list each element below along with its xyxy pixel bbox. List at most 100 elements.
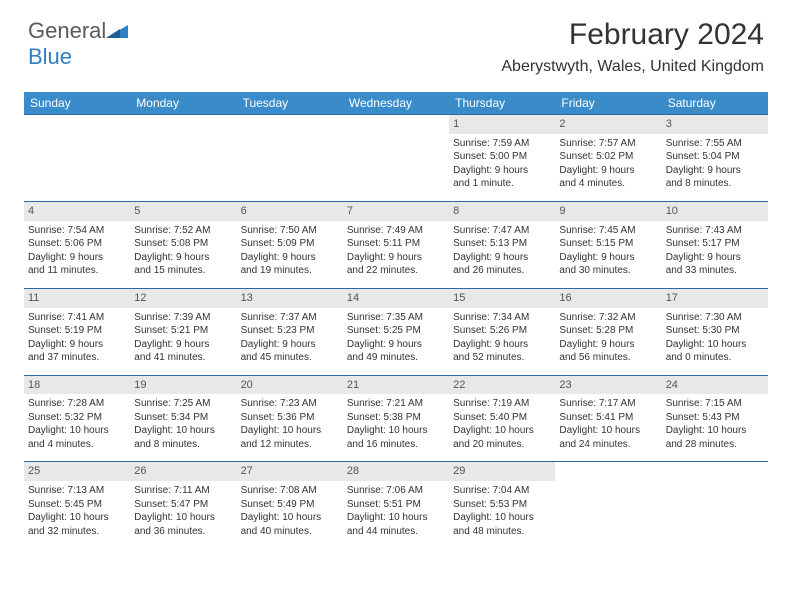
day-line-sr: Sunrise: 7:17 AM: [559, 397, 657, 411]
day-number: [555, 462, 661, 481]
day-line-dl1: Daylight: 10 hours: [666, 338, 764, 352]
day-cell: 27Sunrise: 7:08 AMSunset: 5:49 PMDayligh…: [237, 462, 343, 548]
day-line-dl2: and 36 minutes.: [134, 525, 232, 539]
day-line-dl2: and 4 minutes.: [559, 177, 657, 191]
day-line-dl2: and 15 minutes.: [134, 264, 232, 278]
day-line-ss: Sunset: 5:51 PM: [347, 498, 445, 512]
day-number: [130, 115, 236, 134]
empty-cell: [343, 115, 449, 202]
day-body: Sunrise: 7:25 AMSunset: 5:34 PMDaylight:…: [130, 394, 236, 461]
day-number: 19: [130, 376, 236, 395]
day-line-dl2: and 49 minutes.: [347, 351, 445, 365]
day-cell: 15Sunrise: 7:34 AMSunset: 5:26 PMDayligh…: [449, 288, 555, 375]
day-line-dl2: and 19 minutes.: [241, 264, 339, 278]
day-line-ss: Sunset: 5:09 PM: [241, 237, 339, 251]
day-line-dl1: Daylight: 9 hours: [28, 251, 126, 265]
day-line-dl2: and 16 minutes.: [347, 438, 445, 452]
day-line-dl1: Daylight: 9 hours: [666, 164, 764, 178]
day-line-dl1: Daylight: 9 hours: [134, 251, 232, 265]
day-line-dl1: Daylight: 9 hours: [666, 251, 764, 265]
day-cell: 29Sunrise: 7:04 AMSunset: 5:53 PMDayligh…: [449, 462, 555, 548]
day-number: [662, 462, 768, 481]
day-cell: 18Sunrise: 7:28 AMSunset: 5:32 PMDayligh…: [24, 375, 130, 462]
day-body: Sunrise: 7:35 AMSunset: 5:25 PMDaylight:…: [343, 308, 449, 375]
day-line-sr: Sunrise: 7:11 AM: [134, 484, 232, 498]
day-line-dl1: Daylight: 9 hours: [559, 338, 657, 352]
day-number: 2: [555, 115, 661, 134]
day-line-ss: Sunset: 5:08 PM: [134, 237, 232, 251]
day-line-dl2: and 11 minutes.: [28, 264, 126, 278]
day-body: Sunrise: 7:28 AMSunset: 5:32 PMDaylight:…: [24, 394, 130, 461]
brand-suffix: Blue: [28, 44, 72, 69]
day-line-sr: Sunrise: 7:21 AM: [347, 397, 445, 411]
day-line-dl1: Daylight: 9 hours: [241, 251, 339, 265]
day-line-ss: Sunset: 5:36 PM: [241, 411, 339, 425]
day-line-ss: Sunset: 5:45 PM: [28, 498, 126, 512]
day-line-ss: Sunset: 5:15 PM: [559, 237, 657, 251]
day-body: Sunrise: 7:13 AMSunset: 5:45 PMDaylight:…: [24, 481, 130, 548]
day-line-sr: Sunrise: 7:34 AM: [453, 311, 551, 325]
day-number: 8: [449, 202, 555, 221]
day-line-sr: Sunrise: 7:19 AM: [453, 397, 551, 411]
calendar-table: SundayMondayTuesdayWednesdayThursdayFrid…: [24, 92, 768, 548]
day-body: Sunrise: 7:15 AMSunset: 5:43 PMDaylight:…: [662, 394, 768, 461]
day-line-sr: Sunrise: 7:57 AM: [559, 137, 657, 151]
day-line-dl1: Daylight: 10 hours: [453, 511, 551, 525]
day-number: 16: [555, 289, 661, 308]
day-line-sr: Sunrise: 7:41 AM: [28, 311, 126, 325]
day-line-sr: Sunrise: 7:50 AM: [241, 224, 339, 238]
day-line-dl1: Daylight: 10 hours: [28, 424, 126, 438]
day-line-ss: Sunset: 5:02 PM: [559, 150, 657, 164]
day-number: 17: [662, 289, 768, 308]
day-line-dl2: and 30 minutes.: [559, 264, 657, 278]
day-number: [343, 115, 449, 134]
day-cell: 14Sunrise: 7:35 AMSunset: 5:25 PMDayligh…: [343, 288, 449, 375]
day-number: [237, 115, 343, 134]
day-body: Sunrise: 7:57 AMSunset: 5:02 PMDaylight:…: [555, 134, 661, 201]
day-line-sr: Sunrise: 7:13 AM: [28, 484, 126, 498]
location-label: Aberystwyth, Wales, United Kingdom: [501, 58, 764, 76]
day-line-ss: Sunset: 5:04 PM: [666, 150, 764, 164]
day-cell: 24Sunrise: 7:15 AMSunset: 5:43 PMDayligh…: [662, 375, 768, 462]
day-line-ss: Sunset: 5:19 PM: [28, 324, 126, 338]
day-cell: 6Sunrise: 7:50 AMSunset: 5:09 PMDaylight…: [237, 201, 343, 288]
day-line-dl1: Daylight: 10 hours: [559, 424, 657, 438]
day-number: 4: [24, 202, 130, 221]
dow-wednesday: Wednesday: [343, 92, 449, 115]
day-body: Sunrise: 7:41 AMSunset: 5:19 PMDaylight:…: [24, 308, 130, 375]
empty-cell: [130, 115, 236, 202]
day-number: 29: [449, 462, 555, 481]
day-line-sr: Sunrise: 7:15 AM: [666, 397, 764, 411]
day-body: Sunrise: 7:34 AMSunset: 5:26 PMDaylight:…: [449, 308, 555, 375]
day-cell: 10Sunrise: 7:43 AMSunset: 5:17 PMDayligh…: [662, 201, 768, 288]
day-line-dl1: Daylight: 10 hours: [241, 424, 339, 438]
day-cell: 7Sunrise: 7:49 AMSunset: 5:11 PMDaylight…: [343, 201, 449, 288]
dow-row: SundayMondayTuesdayWednesdayThursdayFrid…: [24, 92, 768, 115]
day-line-ss: Sunset: 5:53 PM: [453, 498, 551, 512]
day-line-dl1: Daylight: 9 hours: [28, 338, 126, 352]
day-line-sr: Sunrise: 7:37 AM: [241, 311, 339, 325]
day-line-dl1: Daylight: 10 hours: [347, 424, 445, 438]
week-row: 4Sunrise: 7:54 AMSunset: 5:06 PMDaylight…: [24, 201, 768, 288]
day-line-sr: Sunrise: 7:59 AM: [453, 137, 551, 151]
day-line-dl2: and 40 minutes.: [241, 525, 339, 539]
day-cell: 1Sunrise: 7:59 AMSunset: 5:00 PMDaylight…: [449, 115, 555, 202]
dow-sunday: Sunday: [24, 92, 130, 115]
day-number: 15: [449, 289, 555, 308]
day-number: 24: [662, 376, 768, 395]
day-cell: 23Sunrise: 7:17 AMSunset: 5:41 PMDayligh…: [555, 375, 661, 462]
day-line-ss: Sunset: 5:40 PM: [453, 411, 551, 425]
day-line-ss: Sunset: 5:38 PM: [347, 411, 445, 425]
week-row: 1Sunrise: 7:59 AMSunset: 5:00 PMDaylight…: [24, 115, 768, 202]
day-line-dl2: and 32 minutes.: [28, 525, 126, 539]
day-body: Sunrise: 7:49 AMSunset: 5:11 PMDaylight:…: [343, 221, 449, 288]
day-number: 23: [555, 376, 661, 395]
dow-tuesday: Tuesday: [237, 92, 343, 115]
day-line-sr: Sunrise: 7:52 AM: [134, 224, 232, 238]
day-cell: 21Sunrise: 7:21 AMSunset: 5:38 PMDayligh…: [343, 375, 449, 462]
day-line-dl2: and 1 minute.: [453, 177, 551, 191]
day-number: 27: [237, 462, 343, 481]
day-line-sr: Sunrise: 7:39 AM: [134, 311, 232, 325]
day-line-dl2: and 4 minutes.: [28, 438, 126, 452]
day-cell: 25Sunrise: 7:13 AMSunset: 5:45 PMDayligh…: [24, 462, 130, 548]
